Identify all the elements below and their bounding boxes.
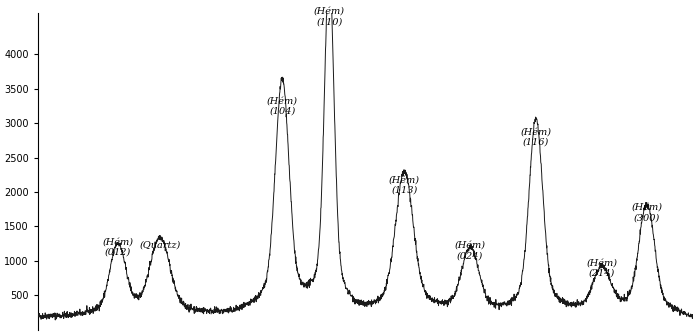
Text: (Hém)
(012): (Hém) (012) <box>102 237 133 257</box>
Text: (Hém)
(116): (Hém) (116) <box>521 127 551 147</box>
Text: (Hém)
(113): (Hém) (113) <box>389 175 420 195</box>
Text: (Quartz): (Quartz) <box>139 241 181 250</box>
Text: (Hém)
(104): (Hém) (104) <box>267 96 298 116</box>
Text: (Hém)
(214): (Hém) (214) <box>586 258 618 278</box>
Text: (Hém)
(300): (Hém) (300) <box>631 203 662 222</box>
Text: (Hém)
(110): (Hém) (110) <box>314 7 345 26</box>
Text: (Hém)
(024): (Hém) (024) <box>454 241 486 260</box>
